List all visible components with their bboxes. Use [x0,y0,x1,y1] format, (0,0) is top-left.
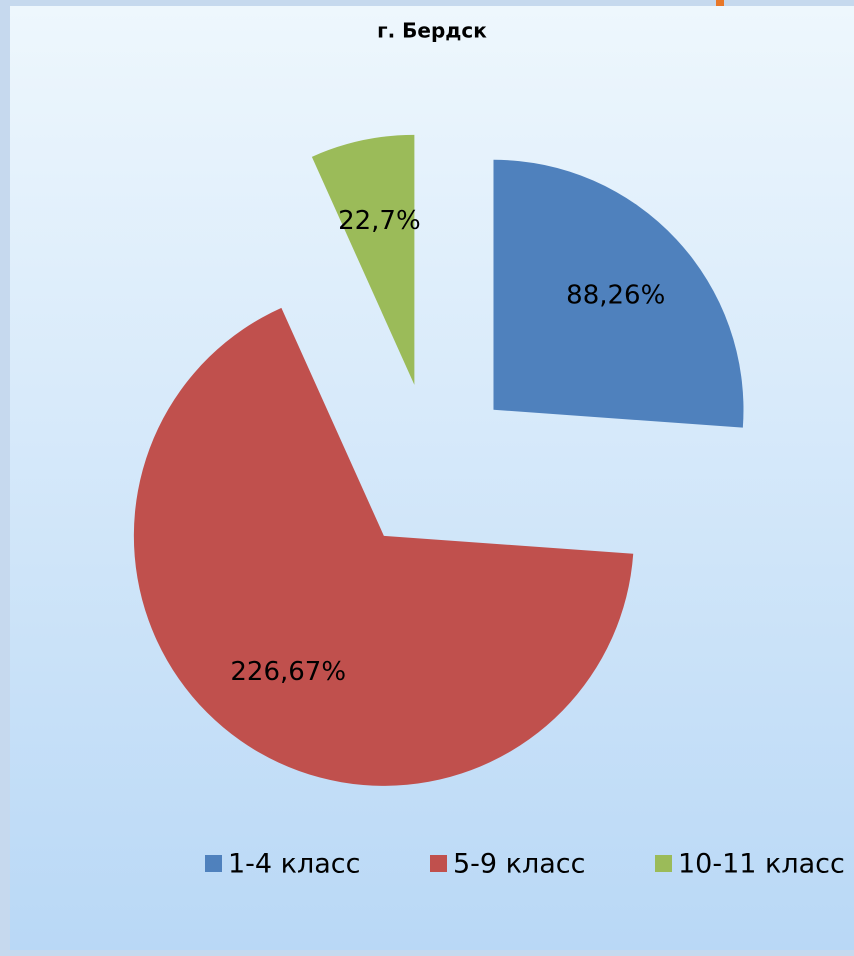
pie-slice [133,307,634,786]
legend: 1-4 класс 5-9 класс 10-11 класс [205,849,845,880]
pie-slice [311,134,415,385]
chart-title: г. Бердск [377,19,487,43]
legend-label: 1-4 класс [228,849,360,880]
data-label: 88,26% [566,280,665,310]
legend-swatch [430,855,447,872]
legend-label: 10-11 класс [678,849,845,880]
plot-background [10,6,854,950]
legend-label: 5-9 класс [453,849,585,880]
decoration [716,0,724,6]
data-label: 22,7% [338,206,421,236]
legend-swatch [205,855,222,872]
pie: 88,26% 226,67% 22,7% [133,134,744,786]
legend-swatch [655,855,672,872]
pie-slice [493,159,744,428]
data-label: 226,67% [230,657,346,687]
